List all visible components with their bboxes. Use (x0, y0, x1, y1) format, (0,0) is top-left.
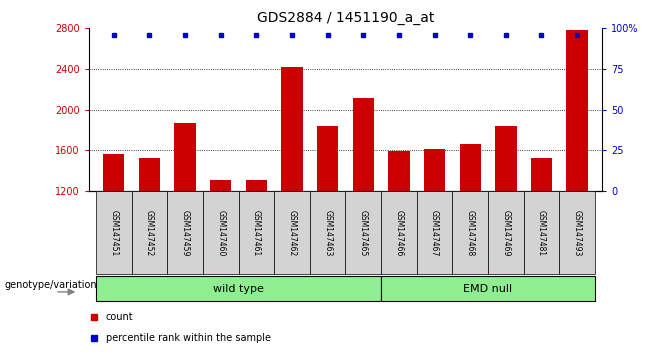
Text: GSM147493: GSM147493 (572, 210, 582, 256)
Text: GSM147481: GSM147481 (537, 210, 546, 256)
Text: GSM147469: GSM147469 (501, 210, 511, 256)
Text: EMD null: EMD null (463, 284, 513, 293)
Bar (132, 191, 167, 274)
Bar (317, 126, 338, 191)
Text: GSM147468: GSM147468 (466, 210, 474, 256)
Bar (96, 191, 132, 274)
Bar (167, 191, 203, 274)
Bar (531, 158, 552, 191)
Title: GDS2884 / 1451190_a_at: GDS2884 / 1451190_a_at (257, 11, 434, 24)
Bar (524, 191, 559, 274)
Bar (239, 191, 274, 274)
Bar (353, 97, 374, 191)
Bar (417, 191, 453, 274)
Text: GSM147459: GSM147459 (180, 210, 190, 256)
Text: GSM147452: GSM147452 (145, 210, 154, 256)
Bar (495, 126, 517, 191)
Bar (424, 149, 445, 191)
Bar (488, 191, 524, 274)
Bar (453, 191, 488, 274)
Bar (174, 123, 196, 191)
Text: GSM147451: GSM147451 (109, 210, 118, 256)
Bar (203, 191, 238, 274)
Bar (96, 276, 381, 301)
Bar (388, 152, 409, 191)
Bar (310, 191, 345, 274)
Text: GSM147460: GSM147460 (216, 210, 225, 256)
Text: GSM147465: GSM147465 (359, 210, 368, 256)
Bar (345, 191, 381, 274)
Text: percentile rank within the sample: percentile rank within the sample (106, 332, 270, 343)
Bar (274, 191, 310, 274)
Bar (103, 154, 124, 191)
Bar (210, 180, 232, 191)
Bar (459, 144, 481, 191)
Text: GSM147462: GSM147462 (288, 210, 297, 256)
Text: GSM147461: GSM147461 (252, 210, 261, 256)
Text: genotype/variation: genotype/variation (5, 280, 97, 290)
Bar (381, 191, 417, 274)
Bar (381, 276, 595, 301)
Bar (282, 67, 303, 191)
Bar (139, 158, 160, 191)
Text: GSM147467: GSM147467 (430, 210, 439, 256)
Bar (567, 30, 588, 191)
Bar (559, 191, 595, 274)
Text: GSM147466: GSM147466 (394, 210, 403, 256)
Text: GSM147463: GSM147463 (323, 210, 332, 256)
Bar (245, 180, 267, 191)
Text: count: count (106, 312, 134, 322)
Text: wild type: wild type (213, 284, 264, 293)
